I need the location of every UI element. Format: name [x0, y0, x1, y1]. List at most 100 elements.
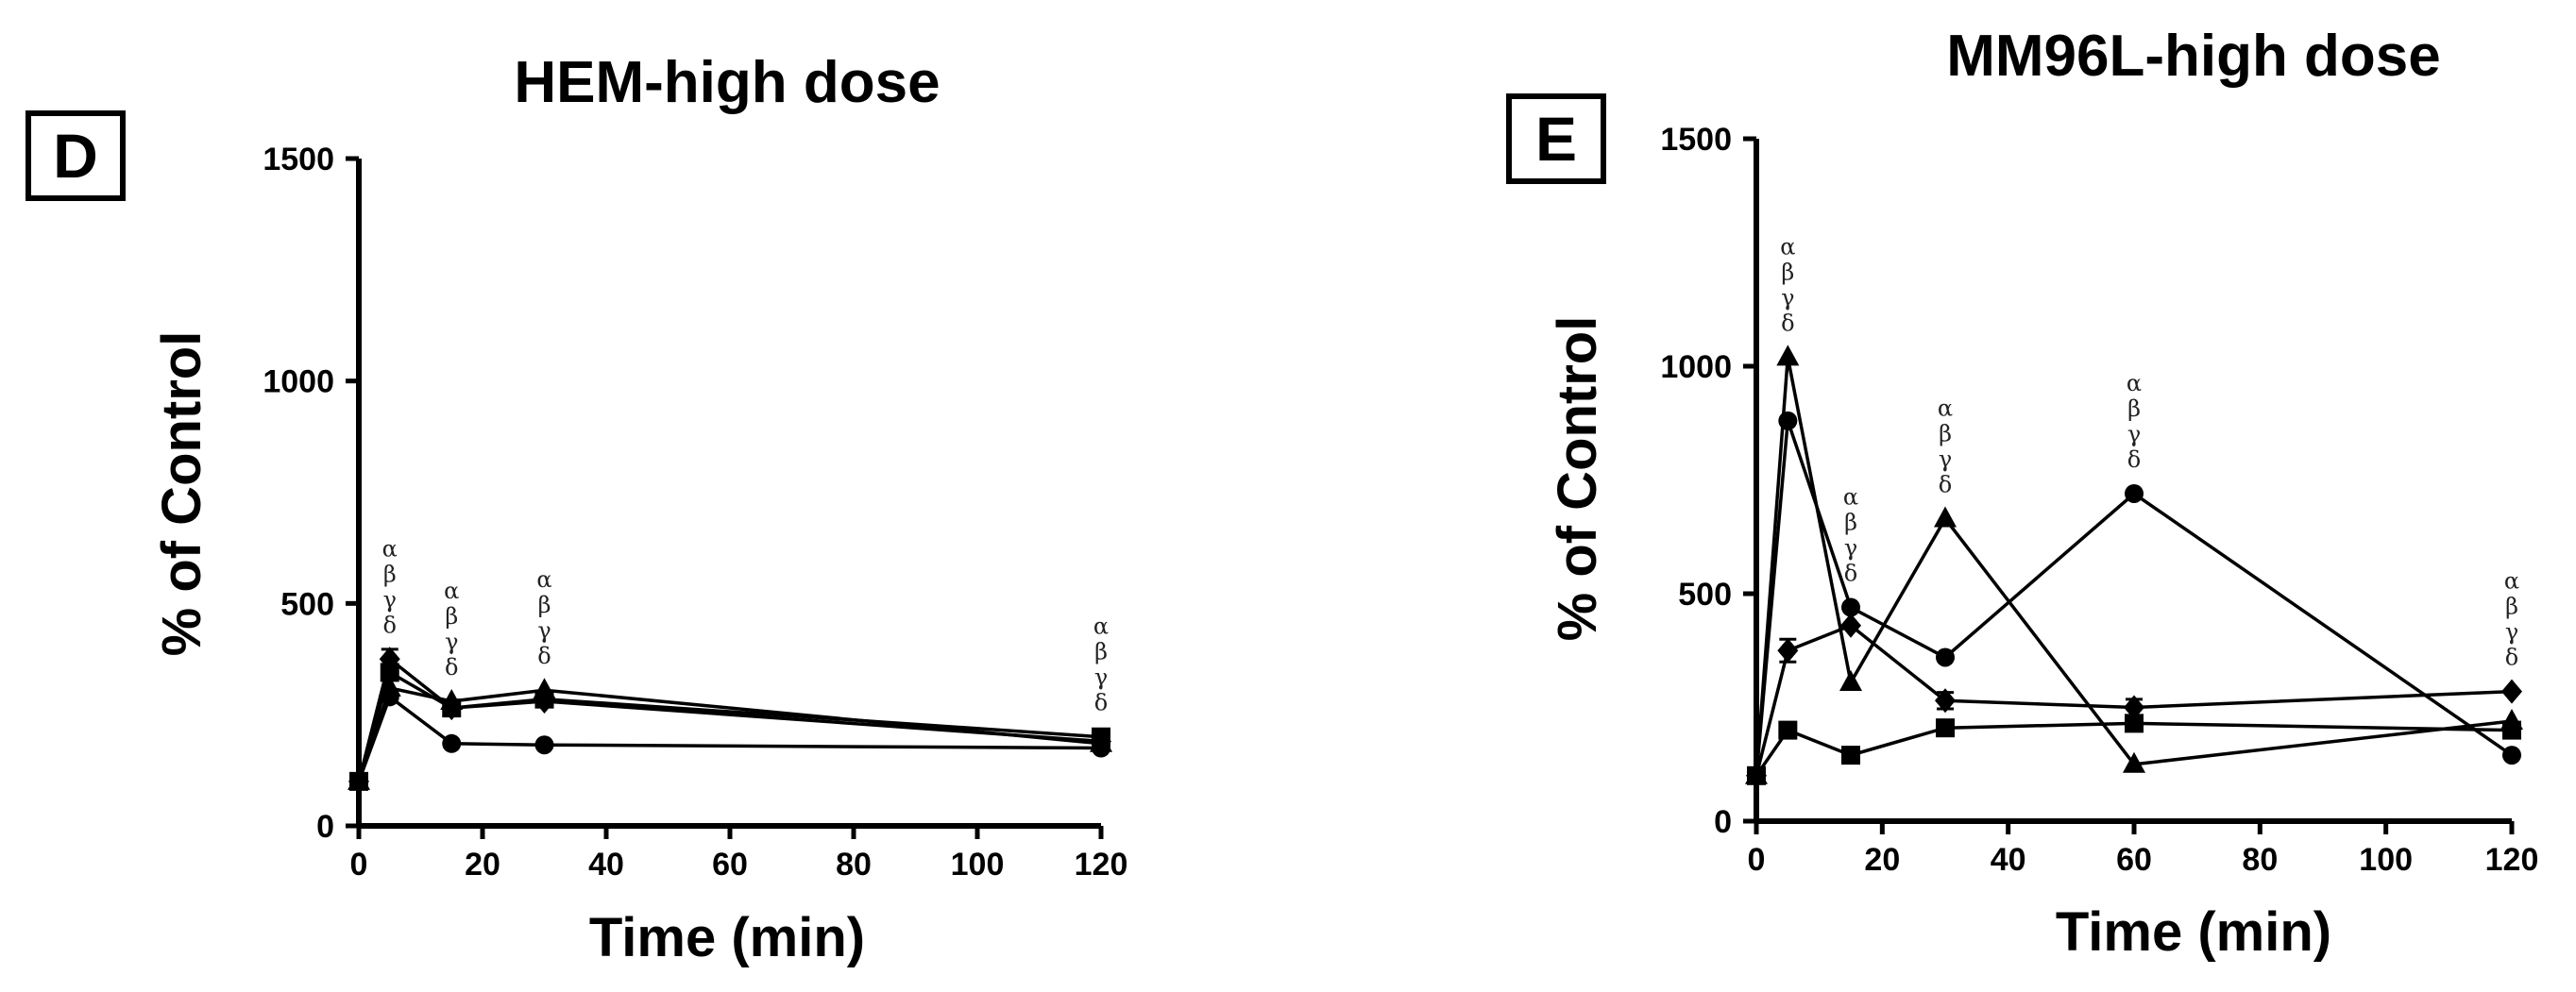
panel-d-x-tick-label: 20 — [465, 847, 500, 883]
panel-d-significance-symbol: δ — [537, 643, 551, 669]
panel-d-point-square — [380, 663, 399, 682]
panel-d-y-axis-title: % of Control — [151, 331, 212, 657]
panel-d-y-tick-label: 0 — [316, 809, 334, 845]
panel-d-significance-symbol: γ — [537, 617, 551, 644]
panel-d-point-diamond — [348, 768, 369, 794]
panel-e-significance-symbol: β — [1844, 509, 1857, 535]
panel-e-point-triangle — [1934, 506, 1957, 528]
panel-e-x-axis-title: Time (min) — [2056, 901, 2331, 963]
panel-e-x-tick-label: 20 — [1864, 842, 1900, 878]
panel-d-significance-symbol: α — [382, 535, 398, 562]
panel-e-point-diamond — [2501, 679, 2522, 704]
panel-d-label-box — [25, 110, 126, 201]
panel-e-x-tick-label: 0 — [1748, 842, 1766, 878]
panel-e-point-circle — [1841, 597, 1860, 617]
panel-d-significance-symbol: β — [383, 561, 397, 587]
panel-e-point-diamond — [2124, 695, 2144, 720]
panel-d-x-tick-label: 40 — [588, 847, 624, 883]
panel-d-significance-symbol: β — [1094, 639, 1108, 665]
panel-e-point-square — [1778, 720, 1798, 740]
panel-d-x-tick-label: 100 — [951, 847, 1005, 883]
panel-d-significance-symbol: δ — [1094, 690, 1108, 716]
panel-d-x-tick-label: 60 — [712, 847, 748, 883]
panel-d-point-triangle — [378, 675, 401, 697]
panel-e-label: E — [1535, 104, 1577, 174]
panel-d-y-tick-label: 1500 — [263, 142, 334, 177]
panel-d-title: HEM-high dose — [514, 50, 940, 115]
panel-d-point-diamond — [441, 696, 463, 721]
panel-e-significance-symbol: α — [1843, 483, 1858, 510]
panel-d-significance-symbol: β — [538, 592, 551, 618]
panel-e: E MM96L-high dose Time (min) % of Contro… — [1506, 24, 2539, 963]
panel-e-point-triangle — [1776, 345, 1800, 366]
panel-e-point-circle — [1778, 411, 1798, 430]
panel-e-significance-symbol: δ — [1939, 471, 1952, 497]
panel-e-x-tick-label: 40 — [1991, 842, 2026, 878]
panel-d-point-triangle — [533, 678, 556, 699]
panel-e-point-square — [1841, 746, 1860, 765]
panel-e-point-circle — [1936, 647, 1955, 667]
panel-d-point-diamond — [379, 647, 400, 672]
panel-e-significance-symbol: δ — [1781, 310, 1794, 336]
panel-e-point-triangle — [1839, 669, 1862, 691]
panel-d-point-diamond — [534, 689, 555, 715]
panel-d-significance-symbol: γ — [1094, 664, 1108, 691]
panel-d-x-tick-label: 120 — [1075, 847, 1128, 883]
panel-e-point-circle — [2125, 483, 2144, 503]
panel-d-point-diamond — [1091, 729, 1111, 754]
panel-e-significance-symbol: α — [2504, 568, 2519, 595]
panel-d-series-square-line — [357, 669, 1102, 782]
panel-d-significance-symbol: γ — [383, 586, 397, 613]
panel-e-significance-symbol: δ — [2505, 645, 2518, 671]
panel-d-x-tick-label: 80 — [836, 847, 872, 883]
panel-d-significance-symbol: α — [536, 566, 551, 593]
panel-e-y-tick-label: 1000 — [1660, 349, 1732, 385]
panel-d-significance-symbol: γ — [445, 629, 458, 655]
panel-e-x-tick-label: 100 — [2359, 842, 2413, 878]
panel-d-significance-symbol: β — [445, 603, 458, 630]
panel-e-point-square — [1936, 718, 1955, 738]
panel-e-x-tick-label: 120 — [2485, 842, 2539, 878]
panel-d-x-axis-title: Time (min) — [589, 907, 865, 968]
panel-e-series-circle-line — [1754, 420, 2513, 776]
panel-e-significance-symbol: β — [1781, 259, 1794, 285]
panel-d-point-circle — [534, 735, 554, 755]
panel-e-point-diamond — [1746, 763, 1767, 788]
panel-d-label: D — [53, 121, 98, 191]
panel-e-significance-symbol: γ — [1939, 446, 1952, 472]
panel-e-point-square — [2125, 714, 2144, 733]
panel-e-significance-symbol: δ — [2127, 446, 2141, 473]
panel-e-title: MM96L-high dose — [1946, 24, 2441, 89]
panel-d-x-tick-label: 0 — [350, 847, 368, 883]
panel-d-significance-symbol: δ — [445, 654, 458, 681]
panel-e-y-axis-title: % of Control — [1547, 316, 1608, 642]
panel-e-point-triangle — [2500, 708, 2523, 730]
panel-d-significance-symbol: δ — [383, 612, 397, 638]
panel-e-point-triangle — [2123, 751, 2145, 773]
panel-e-significance-symbol: γ — [2127, 421, 2141, 447]
panel-d-significance-symbol: α — [1093, 614, 1109, 640]
panel-e-point-diamond — [1935, 688, 1956, 714]
panel-e-point-diamond — [1777, 638, 1799, 664]
panel-d-series-diamond-line — [357, 656, 1102, 782]
panel-e-significance-symbol: α — [2127, 370, 2142, 396]
panel-d-y-tick-label: 500 — [280, 586, 334, 622]
panel-d: D HEM-high dose Time (min) % of Control … — [25, 50, 1128, 968]
panel-e-significance-symbol: δ — [1844, 560, 1857, 586]
panel-e-significance-symbol: β — [2127, 395, 2141, 422]
panel-e-y-tick-label: 1500 — [1660, 122, 1732, 158]
panel-e-point-diamond — [1840, 613, 1861, 638]
panel-e-significance-symbol: β — [1939, 420, 1952, 446]
panel-e-x-tick-label: 60 — [2116, 842, 2152, 878]
panel-e-significance-symbol: γ — [2505, 619, 2518, 646]
panel-e-point-circle — [2502, 746, 2521, 765]
panel-e-y-tick-label: 500 — [1678, 577, 1732, 613]
panel-e-significance-symbol: α — [1938, 395, 1953, 421]
panel-e-x-tick-label: 80 — [2242, 842, 2278, 878]
panel-d-y-tick-label: 1000 — [263, 364, 334, 400]
panel-e-significance-symbol: γ — [1781, 284, 1794, 311]
panel-e-series-diamond-line — [1754, 623, 2513, 777]
panel-e-significance-symbol: β — [2505, 594, 2518, 620]
panel-d-point-circle — [442, 733, 462, 753]
